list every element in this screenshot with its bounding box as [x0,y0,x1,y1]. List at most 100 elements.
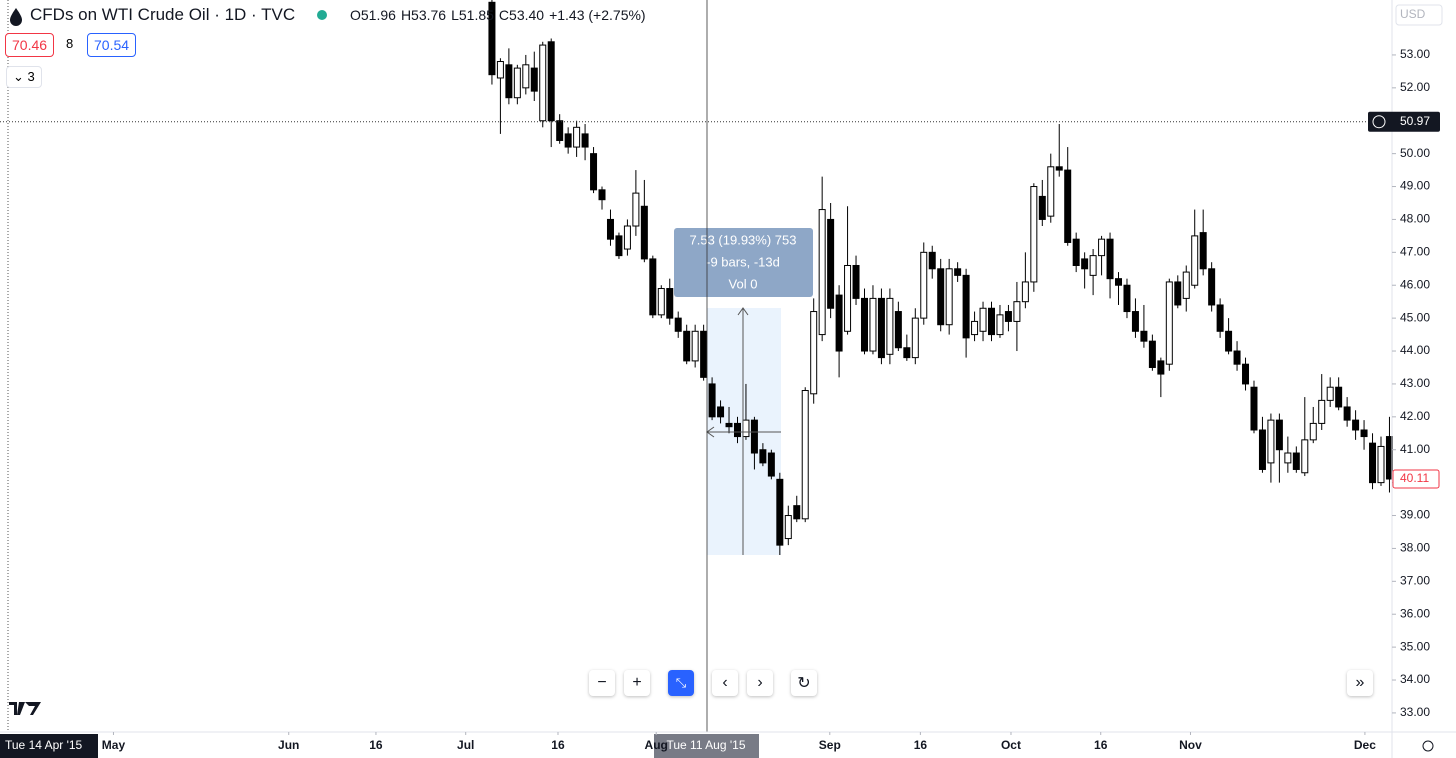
candle-body [1123,284,1131,313]
change: +1.43 (+2.75%) [549,7,646,23]
symbol-icon [10,8,22,26]
high: H53.76 [400,7,447,23]
candle-body [733,422,741,438]
currency-box[interactable] [1395,4,1443,26]
candle-body [1258,429,1266,470]
candle-body [979,307,987,332]
candle-body [793,505,801,520]
candle-body [1072,238,1080,266]
candle-body [725,422,733,428]
candle-body [827,218,835,309]
y-tick-label: 41.00 [1400,442,1430,456]
candle-body [1165,281,1173,365]
candle-body [1089,255,1097,276]
candle-body [835,294,843,352]
candle-body [556,120,564,141]
y-tick-label: 50.00 [1400,146,1430,160]
candle-body [1081,258,1089,270]
candle-body [1055,166,1063,171]
date-label-bg [0,734,98,758]
candle-body [590,153,598,191]
reset-scale[interactable]: ⤡ [668,670,694,696]
spread: 8 [66,33,74,55]
candle-body [886,297,894,355]
candle-body [1267,419,1275,464]
candle-body [1225,330,1233,352]
settings-icon[interactable] [1422,740,1434,752]
candle-body [844,264,852,332]
candle-body [1115,278,1123,286]
candle-body [894,311,902,349]
candle-body [691,330,699,362]
status-dot [317,10,327,20]
x-tick-label: Oct [1001,738,1021,752]
candle-body [649,258,657,316]
candle-body [606,218,614,240]
candle-body [1021,281,1029,303]
reset-chart[interactable]: ↻ [791,670,817,696]
y-tick-label: 53.00 [1400,47,1430,61]
candle-body [801,390,809,520]
ohlc: O51.96 H53.76 L51.85 C53.40 +1.43 (+2.75%) [350,7,651,23]
y-tick-label: 33.00 [1400,705,1430,719]
candle-body [962,274,970,339]
x-tick-label: Aug [645,738,668,752]
candle-body [615,235,623,257]
crosshair-date: Tue 11 Aug '15 [666,738,745,752]
candle-body [996,314,1004,336]
candle-body [1038,195,1046,220]
candle-body [759,449,767,464]
candle-body [1233,350,1241,365]
candle-body [1292,452,1300,470]
candle-body [810,311,818,395]
x-tick-label: 16 [551,738,565,752]
candle-body [776,478,784,546]
candle-body [988,307,996,336]
measure-text: Vol 0 [729,276,758,291]
candle-body [632,192,640,227]
candle-body [1157,360,1165,375]
measure-text: -9 bars, -13d [706,254,780,269]
scroll-to-end[interactable]: » [1347,670,1373,696]
candle-body [971,320,979,336]
candle-body [750,419,758,454]
y-tick-label: 45.00 [1400,310,1430,324]
scroll-right[interactable]: › [747,670,773,696]
y-tick-label: 43.00 [1400,376,1430,390]
measure-arrow-head [737,307,749,316]
low: L51.85 [451,7,494,23]
indicators-count: 3 [27,69,35,84]
buy-button[interactable]: 70.54 [87,33,137,57]
y-tick-label: 49.00 [1400,179,1430,193]
candle-body [1352,419,1360,431]
candle-body [700,330,708,378]
measure-text: 7.53 (19.93%) 753 [690,232,797,247]
y-tick-label: 36.00 [1400,606,1430,620]
candle-body [860,297,868,352]
candle-body [1318,399,1326,424]
sell-button[interactable]: 70.46 [5,33,55,57]
zoom-in[interactable]: + [624,670,650,696]
candle-body [767,452,775,477]
candle-body [1301,439,1309,474]
scroll-left[interactable]: ‹ [712,670,738,696]
candle-body [496,61,504,79]
y-tick-label: 42.00 [1400,409,1430,423]
candle-body [1191,235,1199,286]
indicators-toggle[interactable]: ⌄ 3 [6,66,42,88]
y-tick-label: 52.00 [1400,80,1430,94]
candle-body [623,225,631,250]
candle-body [784,515,792,540]
candle-body [877,297,885,359]
candle-body [708,383,716,418]
zoom-out[interactable]: − [589,670,615,696]
candle-body [1199,232,1207,270]
close: C53.40 [498,7,545,23]
x-tick-label: Dec [1354,738,1376,752]
candle-body [1131,311,1139,332]
candle-body [1284,452,1292,464]
candle-body [954,268,962,276]
candle-body [1216,304,1224,332]
crosshair-date-bg [654,734,759,758]
candle-body [1335,386,1343,408]
